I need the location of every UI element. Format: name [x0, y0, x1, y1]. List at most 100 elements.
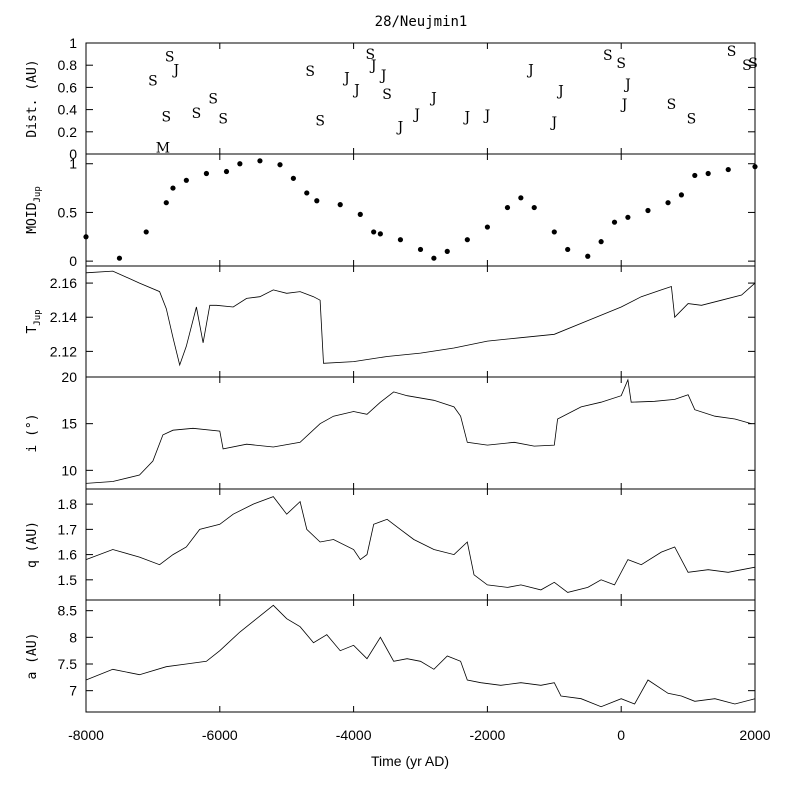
panel-moid: 0 0.5 1 MOIDJup: [25, 153, 758, 269]
encounter-marker: S: [165, 49, 175, 65]
moid-point: [357, 211, 363, 217]
moid-point: [417, 246, 424, 253]
moid-point: [692, 172, 698, 179]
encounter-marker: S: [218, 111, 228, 127]
encounter-marker: J: [352, 83, 360, 99]
moid-point: [223, 168, 230, 175]
panel-q-ylabel: q (AU): [25, 521, 40, 568]
moid-point: [725, 166, 731, 173]
x-tick-label: -4000: [336, 727, 372, 743]
x-tick-label: -2000: [469, 727, 505, 743]
moid-point: [277, 162, 283, 168]
moid-point: [585, 253, 591, 259]
moid-point: [397, 237, 404, 243]
encounter-marker: J: [463, 109, 471, 125]
encounter-marker: J: [429, 90, 437, 106]
encounter-marker: J: [620, 97, 628, 113]
moid-point: [83, 234, 89, 240]
x-axis-label: Time (yr AD): [371, 753, 449, 769]
encounter-marker: M: [156, 140, 170, 156]
moid-point: [518, 195, 524, 201]
moid-point: [170, 185, 176, 191]
y-tick-label: 2.14: [50, 309, 77, 325]
encounter-marker: S: [208, 92, 218, 108]
moid-point: [237, 161, 243, 167]
moid-point: [484, 224, 490, 230]
moid-point: [143, 229, 149, 235]
moid-point: [678, 192, 685, 198]
moid-point: [611, 219, 618, 225]
moid-point: [337, 202, 343, 208]
panel-tjup-ylabel: TJup: [25, 309, 43, 333]
encounter-marker: J: [483, 108, 491, 124]
moid-point: [598, 239, 604, 245]
ylabel-text: i (°): [25, 413, 40, 452]
y-tick-label: 1.5: [58, 572, 78, 588]
encounter-marker: S: [192, 106, 202, 122]
moid-point: [665, 200, 671, 206]
panel-q-frame: [85, 488, 756, 601]
ylabel-text: q (AU): [25, 521, 40, 568]
encounter-marker: J: [369, 58, 377, 74]
moid-point: [163, 200, 169, 206]
panel-dist-frame: [85, 42, 756, 155]
ylabel-subscript: Jup: [33, 186, 43, 202]
panel-tjup: 2.12 2.14 2.16 TJup: [25, 265, 756, 378]
moid-point: [183, 177, 189, 183]
moid-point: [290, 175, 296, 181]
moid-point: [314, 198, 320, 204]
ylabel-text: Dist. (AU): [25, 59, 40, 137]
y-tick-label: 15: [61, 416, 77, 432]
panel-a-frame: [85, 599, 756, 713]
panel-q-line: [85, 496, 756, 593]
y-tick-label: 2.12: [50, 343, 77, 359]
panel-incl: 10 15 20 i (°): [25, 369, 756, 490]
y-tick-label: 10: [61, 462, 77, 478]
y-tick-label: 8: [69, 629, 77, 645]
encounter-marker: J: [396, 119, 404, 135]
moid-point: [752, 164, 758, 170]
panel-a-ylabel: a (AU): [25, 633, 40, 680]
encounter-marker: S: [742, 58, 752, 74]
moid-point: [565, 246, 571, 253]
x-tick-label: 0: [617, 727, 625, 743]
panel-incl-line: [85, 378, 752, 484]
panel-a: 7 7.5 8 8.5 a (AU): [25, 599, 756, 713]
y-tick-label: 0.2: [58, 124, 78, 140]
encounter-marker: S: [315, 114, 325, 130]
y-tick-label: 7.5: [58, 656, 78, 672]
y-tick-label: 20: [61, 369, 77, 385]
moid-point: [531, 204, 537, 211]
moid-point: [645, 207, 651, 214]
y-tick-label: 1: [69, 156, 77, 172]
x-axis: -8000 -6000 -4000 -2000 0 2000: [68, 727, 771, 743]
chart-title: 28/Neujmin1: [375, 14, 468, 30]
x-tick-label: -8000: [68, 727, 104, 743]
moid-point: [377, 231, 383, 237]
encounter-marker: J: [623, 77, 631, 93]
x-tick-label: -6000: [202, 727, 238, 743]
y-tick-label: 0: [69, 146, 77, 162]
moid-point: [625, 214, 631, 220]
encounter-marker: J: [526, 63, 534, 79]
panel-dist-ylabel: Dist. (AU): [25, 59, 40, 137]
panel-incl-ylabel: i (°): [25, 413, 40, 452]
encounter-marker: J: [342, 70, 350, 86]
encounter-marker: S: [382, 87, 392, 103]
y-tick-label: 1: [69, 35, 77, 51]
y-tick-label: 1.6: [58, 547, 78, 563]
panel-q: 1.5 1.6 1.7 1.8 q (AU): [25, 488, 756, 601]
moid-point: [257, 158, 263, 164]
encounter-marker: S: [148, 74, 158, 90]
moid-point: [444, 248, 450, 254]
moid-point: [371, 229, 377, 235]
moid-point: [304, 190, 310, 196]
panel-incl-frame: [85, 376, 756, 490]
moid-point: [464, 237, 470, 243]
y-tick-label: 0.4: [58, 102, 78, 118]
moid-point: [504, 204, 511, 211]
moid-point: [116, 255, 123, 261]
